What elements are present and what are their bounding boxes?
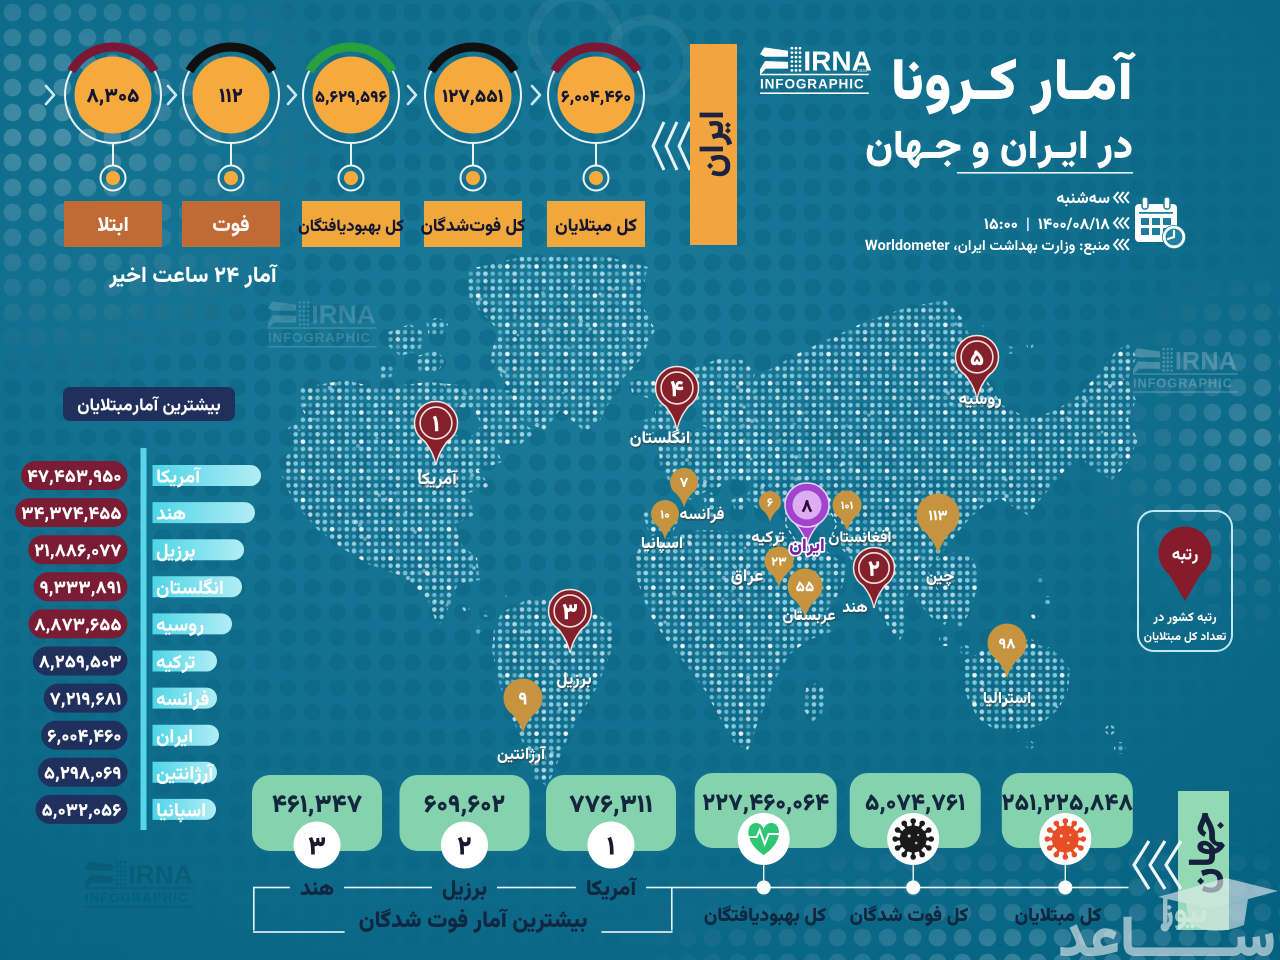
svg-text:INFOGRAPHIC: INFOGRAPHIC: [85, 890, 188, 905]
svg-text:INFOGRAPHIC: INFOGRAPHIC: [760, 77, 865, 92]
svg-text:IRNA: IRNA: [128, 860, 192, 890]
svg-text:IRNA: IRNA: [311, 300, 375, 330]
svg-text:IRNA: IRNA: [803, 45, 872, 76]
svg-text:INFOGRAPHIC: INFOGRAPHIC: [268, 330, 371, 345]
svg-text:IRNA: IRNA: [1175, 348, 1237, 376]
svg-text:INFOGRAPHIC: INFOGRAPHIC: [1133, 376, 1233, 391]
svg-text:1934: 1934: [857, 68, 868, 73]
